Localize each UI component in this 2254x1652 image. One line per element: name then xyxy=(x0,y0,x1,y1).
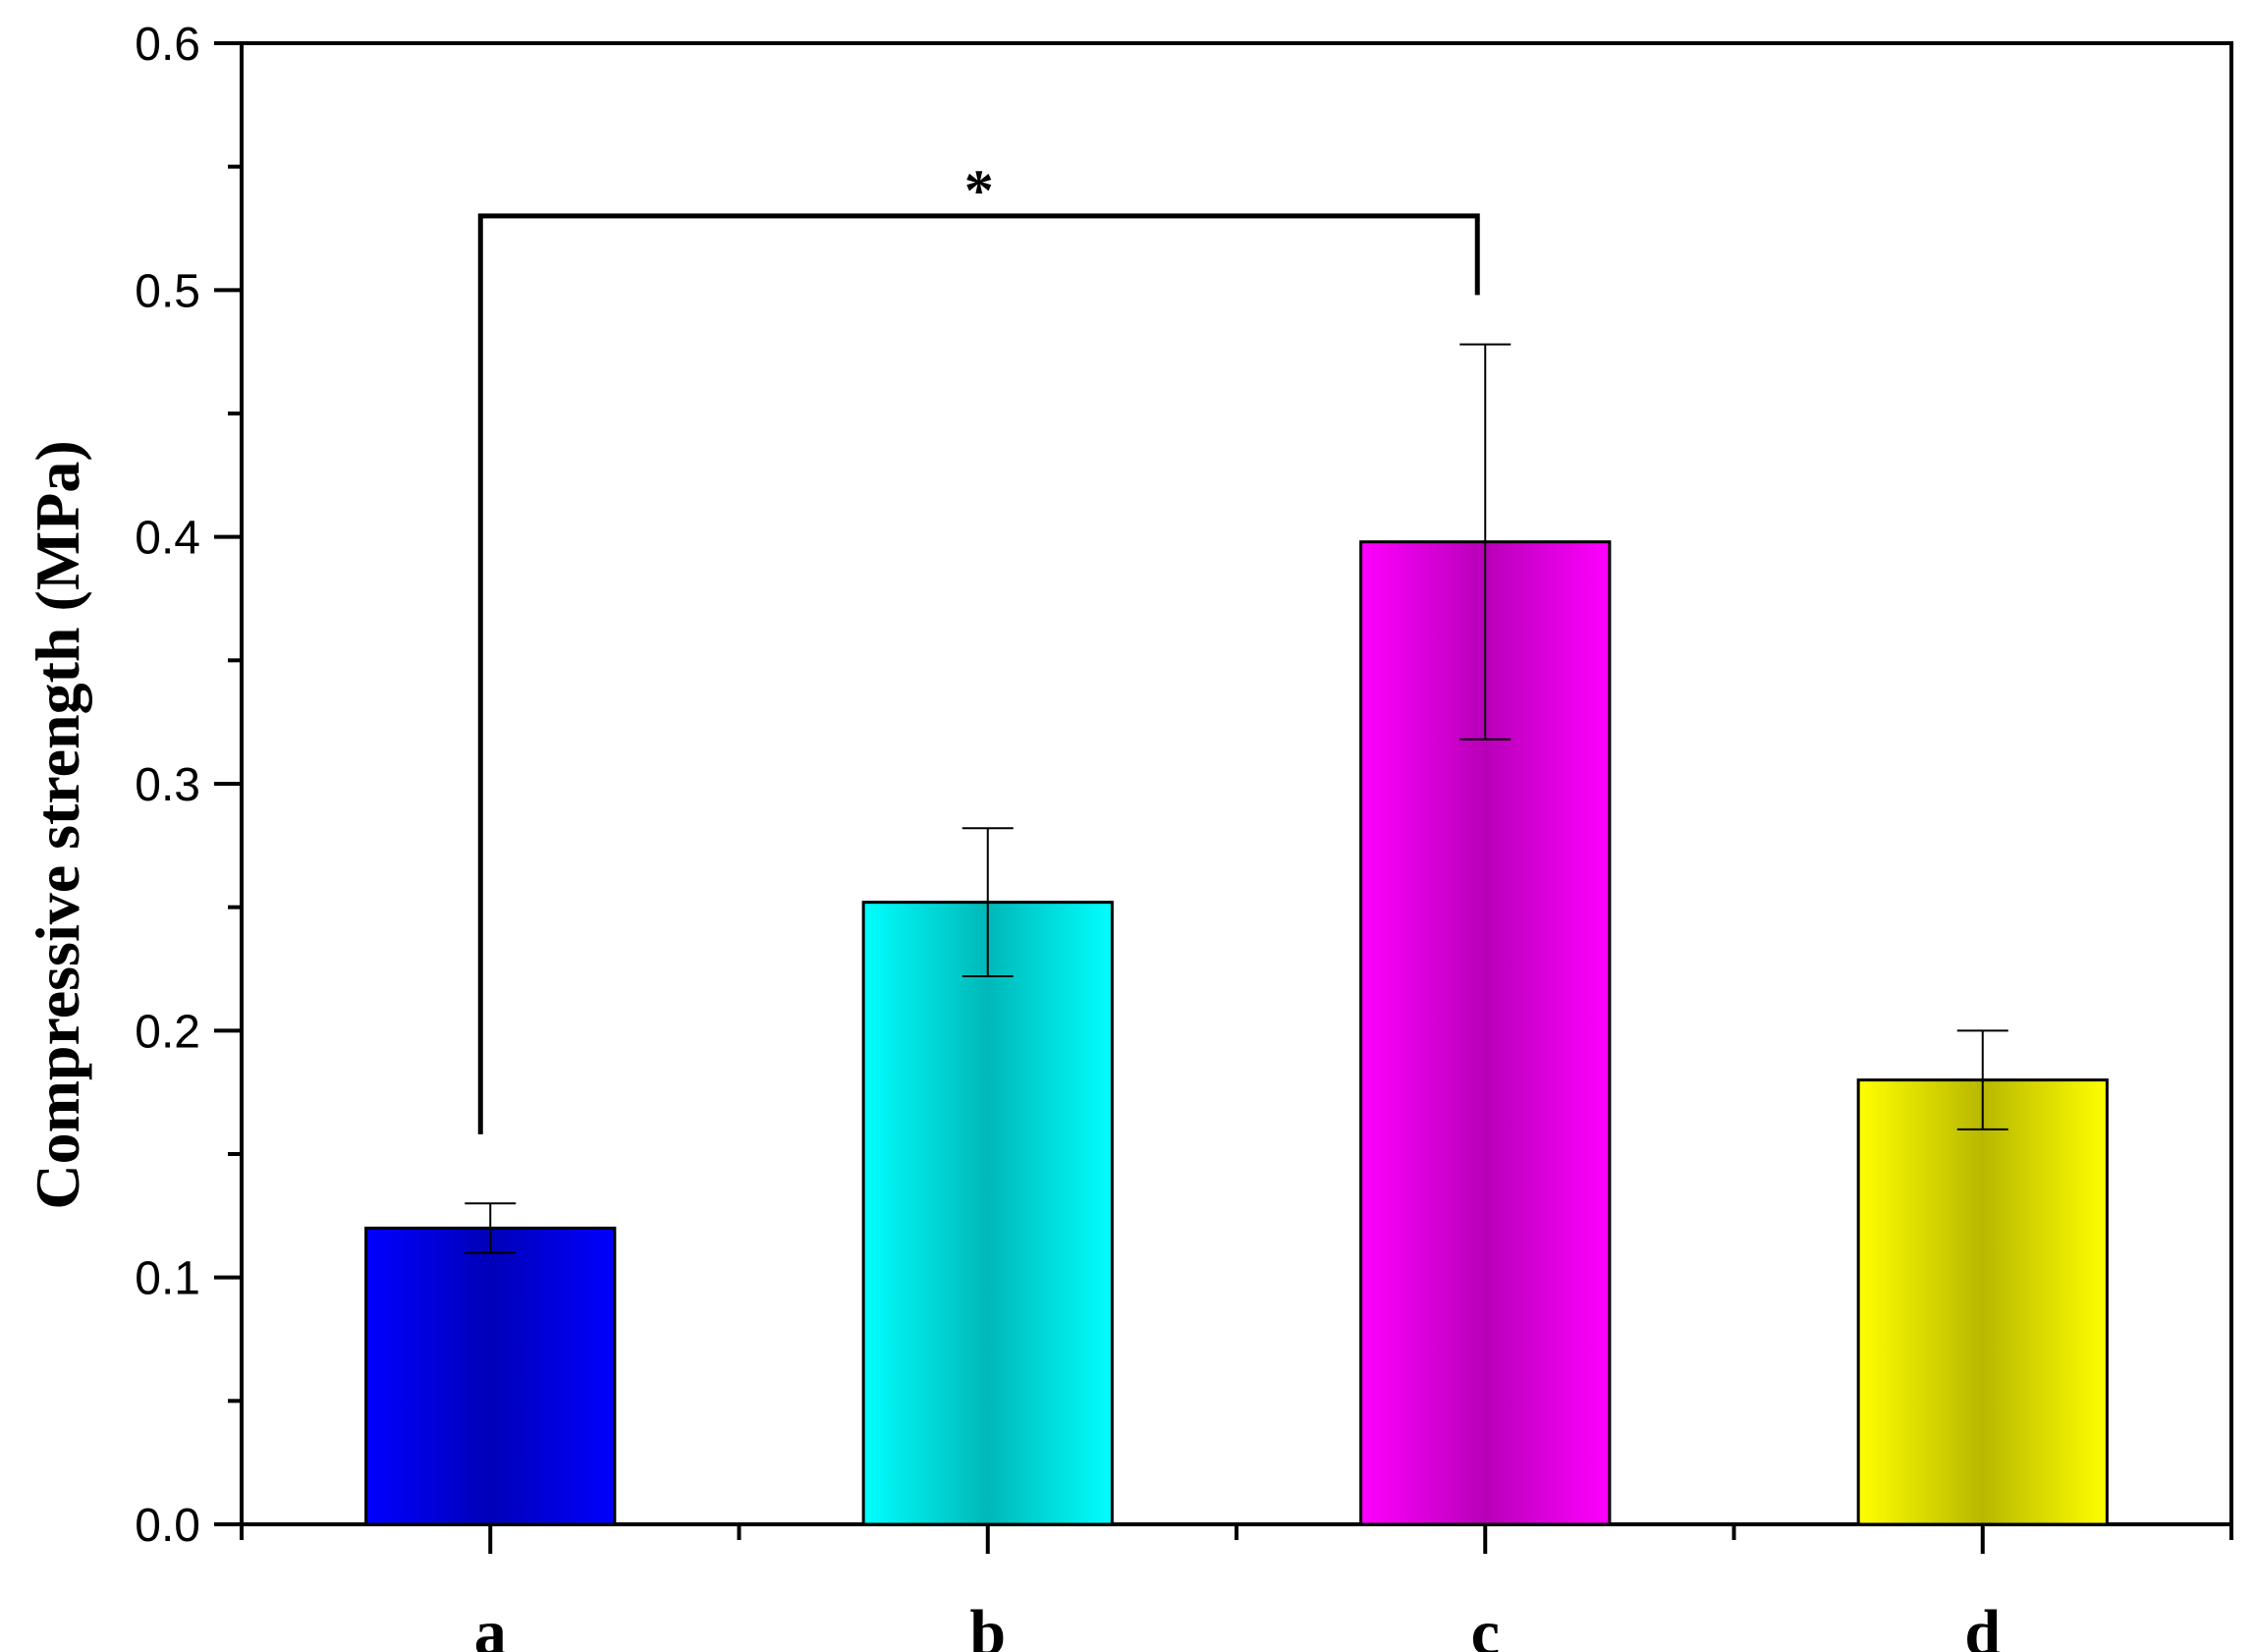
y-axis: 0.0 0.1 0.2 0.3 0.4 0.5 0.6 xyxy=(135,19,242,1552)
error-bar-a xyxy=(465,1202,517,1254)
x-tick-label: a xyxy=(474,1597,507,1652)
significance-star: * xyxy=(964,158,994,223)
y-tick-label: 0.1 xyxy=(135,1253,200,1305)
error-bar-d xyxy=(1956,1029,2008,1130)
bar-b xyxy=(861,901,1114,1526)
x-axis: a b c d xyxy=(240,1524,2233,1652)
bar-d xyxy=(1856,1078,2109,1526)
error-bar-b xyxy=(962,827,1014,978)
x-tick-label: c xyxy=(1471,1597,1500,1652)
y-tick-label: 0.3 xyxy=(135,759,200,811)
y-tick-label: 0.5 xyxy=(135,265,200,317)
significance-bracket xyxy=(477,213,1480,1134)
x-tick-label: d xyxy=(1964,1597,2001,1652)
error-bar-c xyxy=(1459,343,1512,741)
x-tick-label: b xyxy=(969,1597,1006,1652)
y-tick-label: 0.4 xyxy=(135,513,200,565)
significance-annotation: * xyxy=(477,158,1480,1134)
y-tick-label: 0.2 xyxy=(135,1006,200,1058)
bar-a xyxy=(364,1226,617,1526)
bars xyxy=(364,540,2109,1526)
y-tick-label: 0.6 xyxy=(135,19,200,71)
error-bars xyxy=(465,343,2008,1254)
y-axis-title: Compressive strength (MPa) xyxy=(23,440,92,1209)
y-tick-label: 0.0 xyxy=(135,1500,200,1552)
